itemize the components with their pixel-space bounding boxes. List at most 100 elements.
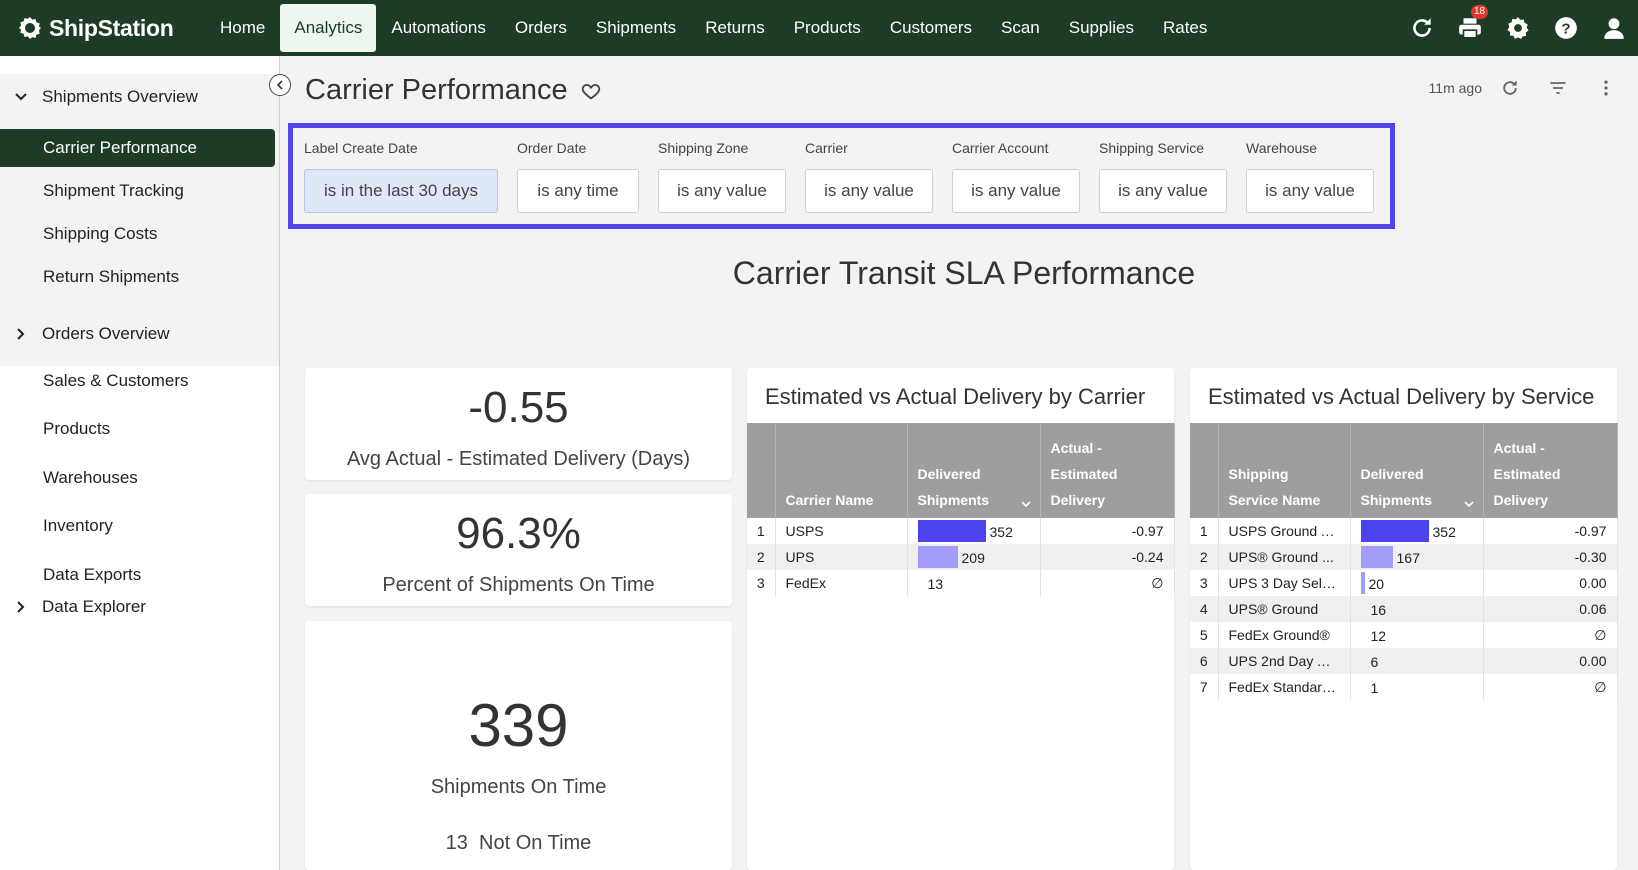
refresh-icon[interactable] (1398, 0, 1446, 56)
kpi-label: Shipments On Time (430, 776, 607, 798)
column-header-actual-estimated[interactable]: Actual - Estimated Delivery (1040, 423, 1175, 518)
delivery-difference-cell: -0.97 (1040, 518, 1175, 544)
page-title: Carrier Performance (305, 74, 602, 107)
filter-value-button[interactable]: is any value (805, 169, 933, 213)
column-header-text: Delivered Shipments (917, 466, 990, 508)
kpi-card-percent-on-time[interactable]: 96.3% Percent of Shipments On Time (305, 494, 732, 606)
row-index: 5 (1190, 622, 1219, 648)
brand-logo[interactable]: ShipStation (18, 15, 206, 42)
nav-link-supplies[interactable]: Supplies (1068, 18, 1134, 37)
nav-link-analytics[interactable]: Analytics (280, 4, 377, 52)
row-index: 6 (1190, 648, 1219, 674)
table-row[interactable]: 3 UPS 3 Day Sele... 20 0.00 (1190, 570, 1618, 596)
delivery-difference-cell: -0.97 (1483, 518, 1618, 544)
table-row[interactable]: 7 FedEx Standard... 1 ∅ (1190, 674, 1618, 700)
page-title-text: Carrier Performance (305, 74, 568, 106)
sidebar-item-products[interactable]: Products (43, 419, 111, 438)
nav-link-scan[interactable]: Scan (1001, 18, 1040, 37)
nav-link-products[interactable]: Products (793, 18, 861, 37)
table-row[interactable]: 4 UPS® Ground 16 0.06 (1190, 596, 1618, 622)
filter-shipping-zone: Shipping Zone is any value (658, 140, 786, 213)
delivered-shipments-value: 16 (1370, 602, 1387, 618)
nav-link-returns[interactable]: Returns (705, 18, 765, 37)
delivery-difference-cell: 0.06 (1483, 596, 1618, 622)
help-icon[interactable]: ? (1542, 0, 1590, 56)
sidebar-group-shipments-overview[interactable]: Shipments Overview (0, 75, 279, 119)
row-name: FedEx Ground® (1218, 622, 1351, 648)
sidebar-item-data-exports[interactable]: Data Exports (43, 565, 142, 584)
kpi-value: 339 (468, 692, 569, 759)
printer-icon[interactable]: 18 (1446, 0, 1494, 56)
delivered-shipments-cell: 167 (1350, 544, 1484, 570)
more-options-icon[interactable] (1582, 78, 1630, 98)
shipstation-gear-icon (19, 17, 41, 39)
table-title: Estimated vs Actual Delivery by Carrier (765, 384, 1146, 409)
filter-value-button[interactable]: is any time (517, 169, 639, 213)
filter-label: Label Create Date (304, 140, 418, 156)
chevron-right-icon (0, 326, 42, 342)
filter-value-button[interactable]: is any value (1099, 169, 1227, 213)
table-row[interactable]: 2 UPS 209 -0.24 (747, 544, 1175, 570)
filter-value-button[interactable]: is in the last 30 days (304, 169, 498, 213)
filter-label: Shipping Zone (658, 140, 749, 156)
reload-icon[interactable] (1486, 78, 1534, 98)
delivery-difference-cell: 0.00 (1483, 648, 1618, 674)
delivery-difference-cell: -0.24 (1040, 544, 1175, 570)
column-header-actual-estimated[interactable]: Actual - Estimated Delivery (1483, 423, 1618, 518)
sidebar-item-warehouses[interactable]: Warehouses (43, 468, 138, 487)
kpi-value: -0.55 (468, 383, 569, 432)
filter-carrier: Carrier is any value (805, 140, 933, 213)
sidebar-item-carrier-performance[interactable]: Carrier Performance (0, 129, 275, 167)
filter-value-button[interactable]: is any value (658, 169, 786, 213)
filter-shipping-service: Shipping Service is any value (1099, 140, 1227, 213)
table-row[interactable]: 6 UPS 2nd Day Ai... 6 0.00 (1190, 648, 1618, 674)
row-name: USPS Ground A... (1218, 518, 1351, 544)
delivery-difference-cell: ∅ (1483, 622, 1618, 648)
column-header-service-name[interactable]: Shipping Service Name (1218, 423, 1351, 518)
column-header-delivered-shipments[interactable]: Delivered Shipments (1350, 423, 1484, 518)
nav-link-customers[interactable]: Customers (889, 18, 972, 37)
table-row[interactable]: 5 FedEx Ground® 12 ∅ (1190, 622, 1618, 648)
collapse-sidebar-button[interactable] (269, 74, 291, 96)
sidebar-item-return-shipments[interactable]: Return Shipments (43, 267, 180, 286)
sidebar-group-orders-overview[interactable]: Orders Overview (0, 312, 279, 356)
sidebar-group-label: Shipments Overview (42, 87, 198, 106)
filter-value-button[interactable]: is any value (952, 169, 1080, 213)
kpi-card-avg-delivery-diff[interactable]: -0.55 Avg Actual - Estimated Delivery (D… (305, 368, 732, 480)
sort-chevron-down-icon[interactable] (1463, 498, 1475, 510)
delivered-shipments-bar (917, 520, 986, 542)
delivered-shipments-bar (917, 546, 958, 568)
column-header-delivered-shipments[interactable]: Delivered Shipments (907, 423, 1041, 518)
sidebar-group-label: Orders Overview (42, 324, 170, 343)
filter-icon[interactable] (1534, 78, 1582, 98)
sort-chevron-down-icon[interactable] (1020, 498, 1032, 510)
row-index: 7 (1190, 674, 1219, 700)
kpi-card-shipments-on-time[interactable]: 339 Shipments On Time 13 Not On Time (305, 621, 732, 870)
table-row[interactable]: 3 FedEx 13 ∅ (747, 570, 1175, 596)
row-name: FedEx (775, 570, 908, 596)
dashboard-title: Carrier Transit SLA Performance (732, 255, 1196, 291)
sidebar-item-inventory[interactable]: Inventory (43, 516, 113, 535)
delivery-difference-cell: -0.30 (1483, 544, 1618, 570)
filter-value-button[interactable]: is any value (1246, 169, 1374, 213)
nav-link-shipments[interactable]: Shipments (595, 18, 677, 37)
sidebar-group-data-explorer[interactable]: Data Explorer (0, 585, 279, 629)
sidebar-item-shipping-costs[interactable]: Shipping Costs (43, 224, 158, 243)
user-account-icon[interactable] (1590, 0, 1638, 56)
nav-link-home[interactable]: Home (220, 18, 266, 37)
sidebar: Shipments Overview Carrier Performance S… (0, 56, 280, 870)
nav-link-automations[interactable]: Automations (391, 18, 486, 37)
nav-link-rates[interactable]: Rates (1162, 18, 1208, 37)
table-row[interactable]: 2 UPS® Ground ... 167 -0.30 (1190, 544, 1618, 570)
delivered-shipments-bar (1360, 546, 1393, 568)
settings-gear-icon[interactable] (1494, 0, 1542, 56)
sidebar-item-shipment-tracking[interactable]: Shipment Tracking (43, 181, 184, 200)
favorite-heart-icon[interactable] (580, 80, 602, 102)
chevron-down-icon (0, 89, 42, 105)
sidebar-group-label: Data Explorer (42, 597, 146, 616)
table-row[interactable]: 1 USPS Ground A... 352 -0.97 (1190, 518, 1618, 544)
table-row[interactable]: 1 USPS 352 -0.97 (747, 518, 1175, 544)
column-header-carrier-name[interactable]: Carrier Name (775, 423, 908, 518)
nav-link-orders[interactable]: Orders (514, 18, 567, 37)
sidebar-item-sales-customers[interactable]: Sales & Customers (43, 371, 189, 390)
